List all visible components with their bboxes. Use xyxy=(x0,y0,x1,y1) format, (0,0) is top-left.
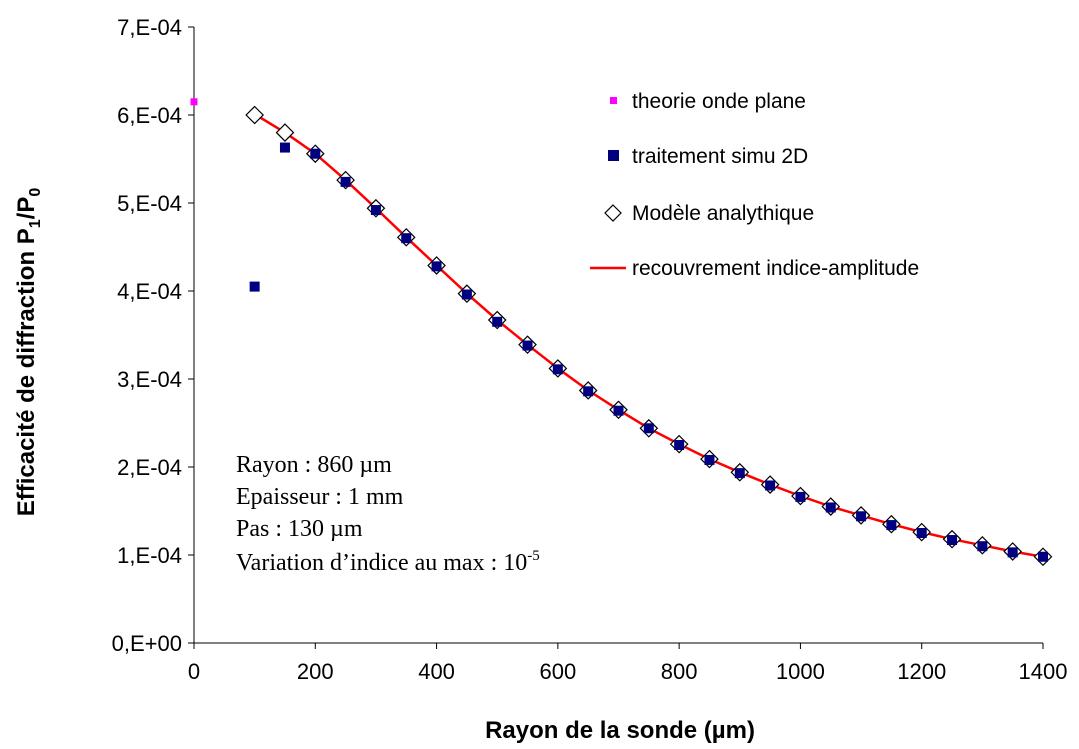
y-tick-label: 5,E-04 xyxy=(117,191,182,216)
point-simu xyxy=(310,148,321,159)
legend-marker-modele xyxy=(604,204,622,222)
point-simu xyxy=(279,142,290,153)
legend-label-theorie: theorie onde plane xyxy=(632,90,806,113)
y-tick-label: 2,E-04 xyxy=(117,455,182,480)
y-axis-title: Efficacité de diffraction P1/P0 xyxy=(13,188,44,517)
point-simu xyxy=(431,261,442,272)
legend-marker-simu xyxy=(608,150,619,161)
annotation-variation-text: Variation d’indice au max : 10 xyxy=(236,550,527,576)
point-simu xyxy=(370,205,381,216)
annotation-pas: Pas : 130 µm xyxy=(236,516,363,542)
legend-label-simu: traitement simu 2D xyxy=(632,145,808,168)
point-simu xyxy=(977,541,988,552)
legend: theorie onde plane traitement simu 2D Mo… xyxy=(590,90,919,280)
legend-marker-theorie xyxy=(610,97,617,104)
point-simu xyxy=(1038,551,1048,562)
legend-label-recouvrement: recouvrement indice-amplitude xyxy=(632,257,919,280)
point-simu xyxy=(674,440,685,450)
point-simu xyxy=(704,454,715,465)
axes xyxy=(193,27,1043,644)
point-modele xyxy=(245,105,264,125)
x-axis-ticks: 0 200 400 600 800 1000 1200 1400 xyxy=(188,643,1068,684)
point-simu xyxy=(947,535,958,546)
x-tick-label: 800 xyxy=(661,659,698,684)
point-simu xyxy=(613,405,624,416)
point-simu xyxy=(461,289,472,300)
x-tick-label: 400 xyxy=(418,659,455,684)
point-simu xyxy=(1007,547,1018,558)
y-axis-title-sub1: 1 xyxy=(27,219,44,228)
annotation-variation-exp: -5 xyxy=(527,548,540,564)
x-tick-label: 600 xyxy=(539,659,576,684)
point-simu xyxy=(583,386,594,397)
point-simu xyxy=(401,233,412,244)
series-layer xyxy=(190,98,1053,567)
y-tick-label: 0,E+00 xyxy=(112,631,182,656)
x-tick-label: 1200 xyxy=(897,659,946,684)
annotation-rayon: Rayon : 860 µm xyxy=(236,452,392,478)
point-simu xyxy=(916,528,927,538)
y-axis-ticks: 0,E+00 1,E-04 2,E-04 3,E-04 4,E-04 5,E-04 6,E-… xyxy=(112,15,194,656)
point-simu xyxy=(522,340,533,351)
parameter-annotation: Rayon : 860 µm Epaisseur : 1 mm Pas : 13… xyxy=(236,452,540,576)
y-axis-title-mid: /P xyxy=(13,197,40,220)
point-simu xyxy=(249,281,260,292)
legend-label-modele: Modèle analythique xyxy=(632,202,814,225)
x-axis-title: Rayon de la sonde (µm) xyxy=(485,717,755,744)
y-axis-title-sub2: 0 xyxy=(27,188,44,197)
x-tick-label: 1400 xyxy=(1019,659,1068,684)
point-simu xyxy=(765,480,776,491)
point-modele xyxy=(275,123,295,142)
x-tick-label: 1000 xyxy=(776,659,825,684)
y-axis-title-main: Efficacité de diffraction P xyxy=(13,228,40,516)
y-tick-label: 3,E-04 xyxy=(117,367,182,392)
y-tick-label: 6,E-04 xyxy=(117,103,182,128)
point-simu xyxy=(340,176,351,187)
series-line-recouvrement xyxy=(253,113,1050,560)
point-simu xyxy=(795,491,806,502)
annotation-variation: Variation d’indice au max : 10-5 xyxy=(236,548,540,576)
y-tick-label: 7,E-04 xyxy=(117,15,182,40)
point-simu xyxy=(886,520,897,531)
y-tick-label: 4,E-04 xyxy=(117,279,182,304)
annotation-epaisseur: Epaisseur : 1 mm xyxy=(236,484,404,510)
point-simu xyxy=(856,511,867,522)
point-simu xyxy=(552,364,563,375)
point-simu xyxy=(734,468,745,479)
point-theorie xyxy=(190,98,198,106)
point-simu xyxy=(492,316,503,327)
x-tick-label: 200 xyxy=(297,659,334,684)
y-tick-label: 1,E-04 xyxy=(117,543,182,568)
x-tick-label: 0 xyxy=(188,659,200,684)
point-simu xyxy=(825,502,836,513)
point-simu xyxy=(643,423,654,434)
